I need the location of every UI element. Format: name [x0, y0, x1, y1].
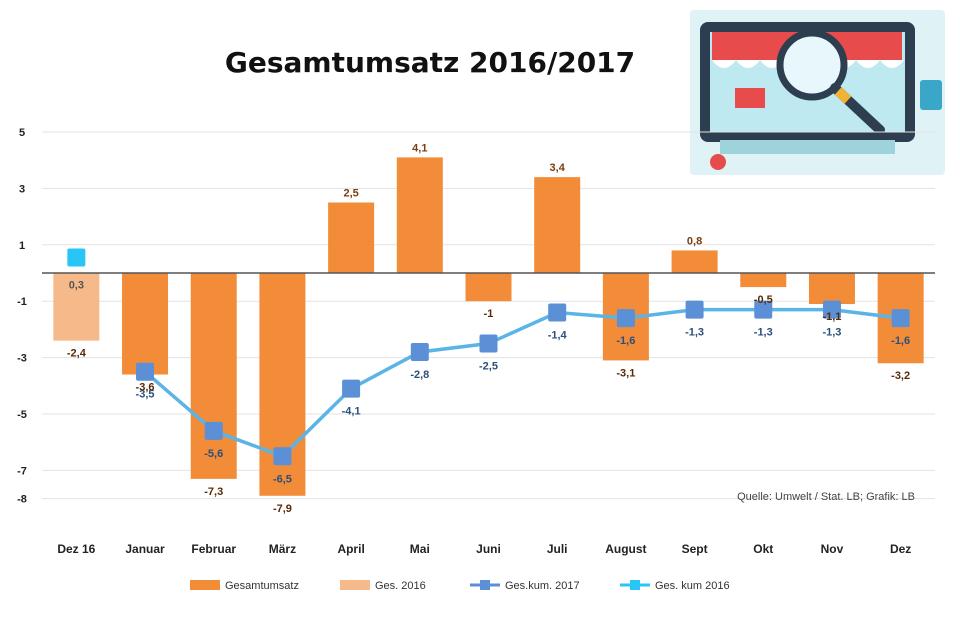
line-data-label: -2,8 [410, 369, 429, 381]
x-tick-label: Februar [191, 542, 236, 556]
x-tick-label: Nov [821, 542, 844, 556]
y-tick-label: -3 [17, 353, 27, 365]
y-tick-label: -1 [17, 296, 27, 308]
magnifier-over-shop-icon [690, 10, 945, 175]
bar [808, 273, 855, 305]
y-tick-label: -8 [17, 494, 27, 506]
legend-marker [630, 580, 640, 590]
bar [122, 273, 169, 375]
bar [671, 250, 718, 273]
line-data-label: -2,5 [479, 361, 498, 373]
bar [53, 273, 100, 341]
y-tick-label: 5 [19, 127, 25, 139]
line-data-label: -5,6 [204, 448, 223, 460]
line-point [273, 447, 292, 466]
y-tick-label: -5 [17, 409, 27, 421]
bar [328, 202, 375, 273]
bar [465, 273, 512, 302]
y-tick-label: 3 [19, 183, 25, 195]
bar-data-label: -3,6 [136, 382, 155, 394]
legend-label: Gesamtumsatz [225, 580, 299, 592]
line-point [548, 303, 567, 322]
line-point [754, 300, 773, 319]
bar [740, 273, 787, 288]
x-tick-label: März [269, 542, 296, 556]
x-tick-label: Sept [682, 542, 708, 556]
bar-data-label: 0,8 [687, 235, 702, 247]
x-tick-label: Juni [476, 542, 501, 556]
data-labels: -3,6 -7,3 -7,9 2,5 4,1 -1 3,4 -3,1 0,8 -0,5 -1,1 -3… [67, 142, 910, 514]
chart-title: Gesamtumsatz 2016/2017 [225, 46, 635, 79]
line-data-label: -1,3 [685, 327, 704, 339]
line-point [410, 342, 429, 361]
bar [190, 273, 237, 479]
legend: Gesamtumsatz Ges. 2016 Ges.kum. 2017 Ges. k… [190, 580, 730, 592]
line-point [136, 362, 155, 381]
line-data-label: -4,1 [342, 406, 361, 418]
bar-data-label: -1,1 [822, 311, 841, 323]
bar-data-label: 4,1 [412, 142, 427, 154]
line-point [685, 300, 704, 319]
bar-data-label: -3,2 [891, 370, 910, 382]
legend-marker [480, 580, 490, 590]
x-tick-label: Mai [410, 542, 430, 556]
marker-point [67, 248, 86, 267]
line-point [204, 421, 223, 440]
line-data-label: -1,6 [891, 335, 910, 347]
legend-label: Ges. kum 2016 [655, 580, 730, 592]
x-tick-label: Juli [547, 542, 568, 556]
marker-data-label: 0,3 [69, 280, 84, 292]
bar-data-label: -1 [484, 308, 494, 320]
legend-swatch [190, 580, 220, 590]
bars [53, 157, 924, 496]
x-tick-label: Okt [753, 542, 773, 556]
y-tick-label: -7 [17, 465, 27, 477]
line-point [616, 309, 635, 328]
cumulative-line [67, 248, 910, 466]
x-tick-label: August [605, 542, 646, 556]
line-data-label: -1,3 [822, 327, 841, 339]
bar-data-label: -7,3 [204, 486, 223, 498]
x-tick-label: April [337, 542, 364, 556]
legend-label: Ges. 2016 [375, 580, 426, 592]
x-axis: Dez 16 Januar Februar März April Mai Juni Juli A… [57, 542, 911, 556]
x-tick-label: Januar [125, 542, 165, 556]
y-axis: 5 3 1 -1 -3 -5 -7 -8 [17, 127, 27, 506]
line-data-label: -1,6 [616, 335, 635, 347]
line-data-label: -6,5 [273, 473, 292, 485]
line-data-label: -1,4 [548, 329, 568, 341]
bar-data-label: -0,5 [754, 294, 773, 306]
bar-data-label: -2,4 [67, 348, 87, 360]
line-point [891, 309, 910, 328]
bar [396, 157, 443, 273]
bar-data-label: 2,5 [343, 188, 358, 200]
line-data-label: -1,3 [754, 327, 773, 339]
legend-label: Ges.kum. 2017 [505, 580, 580, 592]
bar-data-label: -3,1 [616, 367, 635, 379]
bar-data-label: -7,9 [273, 503, 292, 515]
source-note: Quelle: Umwelt / Stat. LB; Grafik: LB [737, 491, 915, 503]
legend-swatch [340, 580, 370, 590]
line-point [822, 300, 841, 319]
line-point [479, 334, 498, 353]
x-tick-label: Dez [890, 542, 911, 556]
x-tick-label: Dez 16 [57, 542, 95, 556]
line-data-label: -3,5 [136, 389, 155, 401]
line-point [342, 379, 361, 398]
bar-data-label: 3,4 [550, 162, 566, 174]
bar [534, 177, 581, 273]
cumulative-2017-line [143, 307, 901, 459]
y-tick-label: 1 [19, 240, 25, 252]
